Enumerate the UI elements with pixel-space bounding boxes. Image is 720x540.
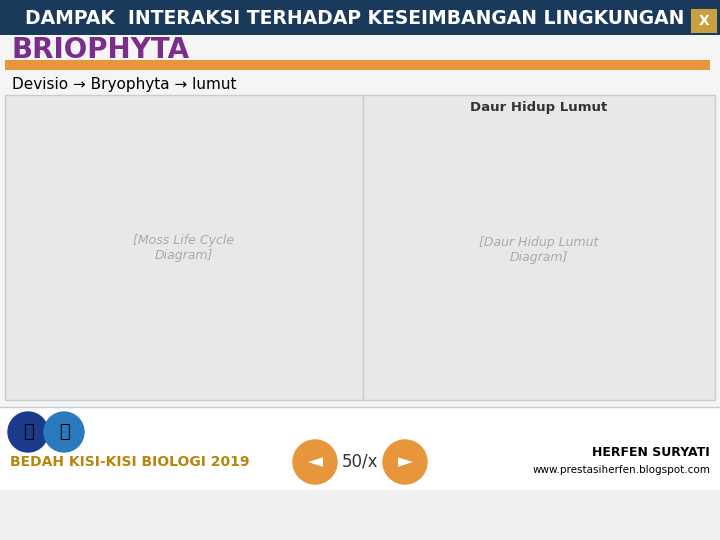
Text: X: X: [698, 14, 709, 28]
Bar: [0, 35, 720, 490]
Text: 📚: 📚: [58, 423, 69, 441]
Bar: [692, 10, 716, 32]
Text: Daur Hidup Lumut: Daur Hidup Lumut: [470, 102, 608, 114]
Bar: [363, 95, 715, 400]
Circle shape: [8, 412, 48, 452]
Text: ◄: ◄: [307, 453, 323, 471]
Text: DAMPAK  INTERAKSI TERHADAP KESEIMBANGAN LINGKUNGAN: DAMPAK INTERAKSI TERHADAP KESEIMBANGAN L…: [25, 9, 685, 28]
Circle shape: [293, 440, 337, 484]
Text: HERFEN SURYATI: HERFEN SURYATI: [593, 446, 710, 458]
Text: ►: ►: [397, 453, 413, 471]
Text: www.prestasiherfen.blogspot.com: www.prestasiherfen.blogspot.com: [532, 465, 710, 475]
Bar: [5, 95, 363, 400]
Bar: [0, 0, 720, 35]
Text: [Daur Hidup Lumut
Diagram]: [Daur Hidup Lumut Diagram]: [480, 236, 599, 264]
Circle shape: [44, 412, 84, 452]
Text: 🏛: 🏛: [22, 423, 33, 441]
Bar: [0, 407, 720, 490]
Circle shape: [383, 440, 427, 484]
Text: 50/x: 50/x: [342, 453, 378, 471]
Text: [Moss Life Cycle
Diagram]: [Moss Life Cycle Diagram]: [133, 234, 235, 262]
Text: Devisio → Bryophyta → lumut: Devisio → Bryophyta → lumut: [12, 78, 236, 92]
Text: BEDAH KISI-KISI BIOLOGI 2019: BEDAH KISI-KISI BIOLOGI 2019: [10, 455, 250, 469]
Text: BRIOPHYTA: BRIOPHYTA: [12, 36, 190, 64]
Bar: [5, 60, 710, 70]
